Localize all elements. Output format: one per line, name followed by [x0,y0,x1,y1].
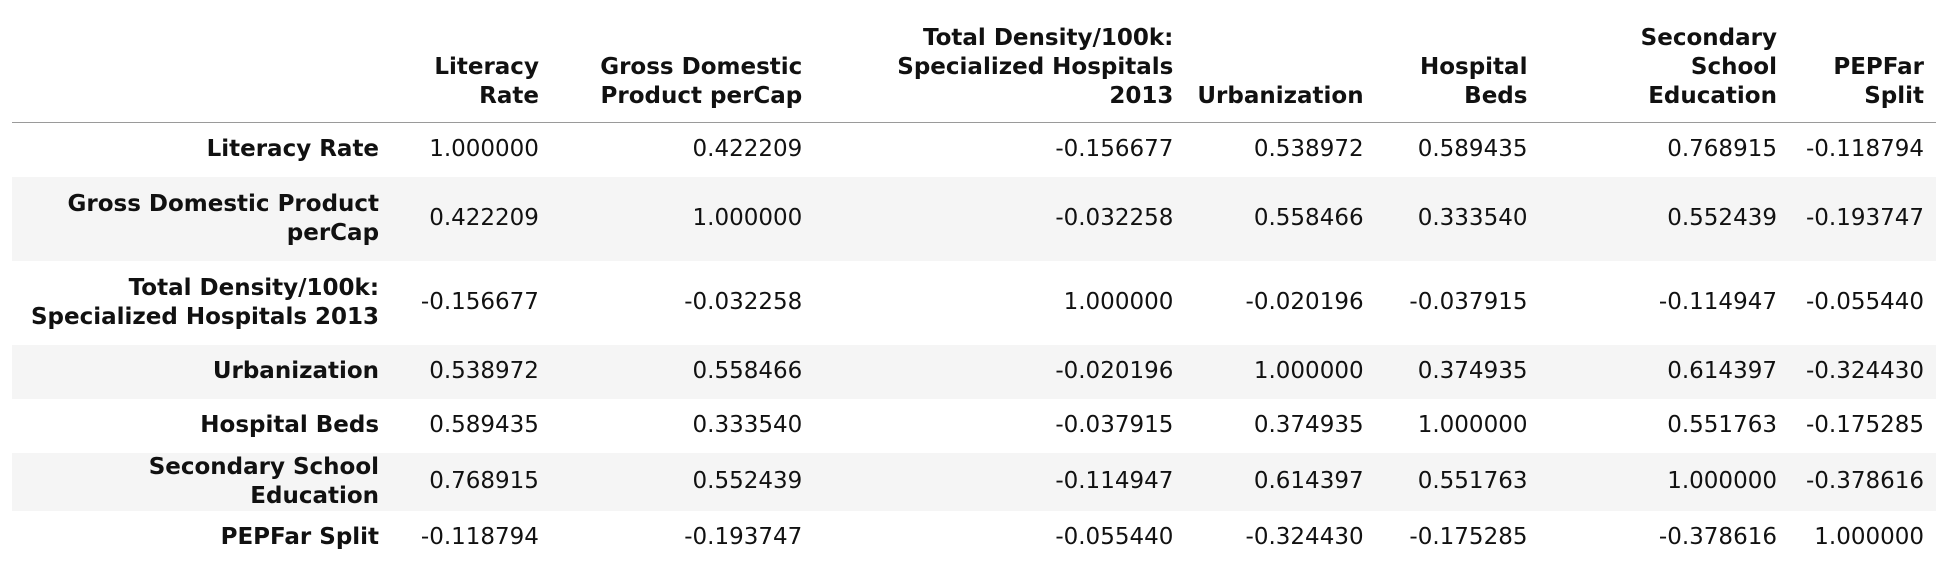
column-header-label: Urbanization [1197,83,1364,109]
table-cell: -0.118794 [420,524,539,550]
header-row: Literacy Rate Gross Domestic Product perCa… [12,0,1936,123]
table-cell: -0.114947 [1658,289,1777,315]
table-cell: -0.114947 [1055,468,1174,494]
column-header-label: Total Density/100k: Specialized Hospitals… [897,25,1174,109]
table-cell: -0.193747 [684,524,803,550]
table-cell: 1.000000 [1063,289,1174,315]
table-cell: -0.175285 [1805,412,1924,438]
table-cell: -0.156677 [1055,136,1174,163]
table-cell: 0.589435 [429,412,539,438]
table-cell: -0.175285 [1409,524,1528,550]
row-header: Literacy Rate [206,136,380,163]
table-cell: -0.118794 [1805,136,1924,163]
table-cell: 0.551763 [1667,412,1777,438]
table-cell: 0.538972 [1253,136,1364,163]
table-cell: -0.055440 [1805,289,1924,315]
row-header: Gross Domestic Product perCap [67,190,380,246]
table-cell: -0.020196 [1055,358,1174,384]
table-cell: 0.558466 [1253,205,1364,231]
column-header-label: PEPFar Split [1833,54,1924,109]
column-header-label: Hospital Beds [1419,54,1528,109]
table-cell: -0.378616 [1805,468,1924,494]
table-row: Literacy Rate 1.000000 0.422209 -0.15667… [12,122,1936,177]
correlation-table: Literacy Rate Gross Domestic Product perCa… [12,0,1936,565]
table-cell: 0.552439 [1667,205,1777,231]
table-row: Gross Domestic Product perCap 0.422209 1.… [12,176,1936,261]
column-header-secondary-school: Secondary School Education [1539,0,1789,123]
table-header: Literacy Rate Gross Domestic Product perCa… [12,0,1936,123]
table-cell: -0.378616 [1658,524,1777,550]
column-header-label: Secondary School Education [1640,25,1777,109]
dataframe-output: Literacy Rate Gross Domestic Product perCa… [12,0,1936,565]
table-cell: 0.374935 [1417,358,1528,384]
table-cell: -0.032258 [1055,205,1174,231]
table-cell: -0.032258 [684,289,803,315]
table-cell: 0.551763 [1417,468,1528,494]
table-cell: 0.768915 [1667,136,1777,163]
table-cell: 0.422209 [692,136,803,163]
table-row: Urbanization 0.538972 0.558466 -0.020196… [12,344,1936,399]
column-header-label: Literacy Rate [434,54,539,109]
table-cell: 0.614397 [1253,468,1364,494]
column-header-total-density: Total Density/100k: Specialized Hospitals… [814,0,1186,123]
table-cell: 0.538972 [429,358,539,384]
row-header: PEPFar Split [220,524,380,550]
table-cell: 0.589435 [1417,136,1528,163]
column-header-pepfar-split: PEPFar Split [1788,0,1936,123]
table-cell: -0.156677 [420,289,539,315]
table-cell: 0.558466 [692,358,803,384]
table-row: Hospital Beds 0.589435 0.333540 -0.03791… [12,398,1936,453]
table-cell: -0.037915 [1055,412,1174,438]
table-cell: 1.000000 [1253,358,1364,384]
table-cell: -0.020196 [1245,289,1364,315]
table-row: Total Density/100k: Specialized Hospitals… [12,260,1936,345]
column-header-hospital-beds: Hospital Beds [1375,0,1540,123]
table-cell: 1.000000 [692,205,803,231]
table-cell: 1.000000 [429,136,539,163]
table-cell: 0.374935 [1253,412,1364,438]
table-cell: 1.000000 [1417,412,1528,438]
table-cell: 0.422209 [429,205,539,231]
column-header-urbanization: Urbanization [1185,0,1376,123]
column-header-gdp-percap: Gross Domestic Product perCap [550,0,815,123]
column-header-literacy-rate: Literacy Rate [391,0,551,123]
table-cell: 0.552439 [692,468,803,494]
table-cell: 0.768915 [429,468,539,494]
table-row: Secondary School Education 0.768915 0.55… [12,452,1936,511]
table-body: Literacy Rate 1.000000 0.422209 -0.15667… [12,122,1936,565]
table-cell: 0.614397 [1667,358,1777,384]
table-cell: -0.193747 [1805,205,1924,231]
table-cell: 1.000000 [1814,524,1924,550]
row-header: Urbanization [212,358,380,384]
table-cell: 0.333540 [1417,205,1528,231]
table-cell: 0.333540 [692,412,803,438]
table-cell: -0.324430 [1245,524,1364,550]
row-header: Secondary School Education [148,453,380,509]
column-header-label: Gross Domestic Product perCap [600,54,803,109]
table-cell: 1.000000 [1667,468,1777,494]
row-header: Total Density/100k: Specialized Hospitals… [30,274,380,330]
table-cell: -0.037915 [1409,289,1528,315]
row-header: Hospital Beds [200,412,380,438]
table-row: PEPFar Split -0.118794 -0.193747 -0.0554… [12,510,1936,565]
table-cell: -0.055440 [1055,524,1174,550]
table-cell: -0.324430 [1805,358,1924,384]
corner-cell [12,0,392,123]
